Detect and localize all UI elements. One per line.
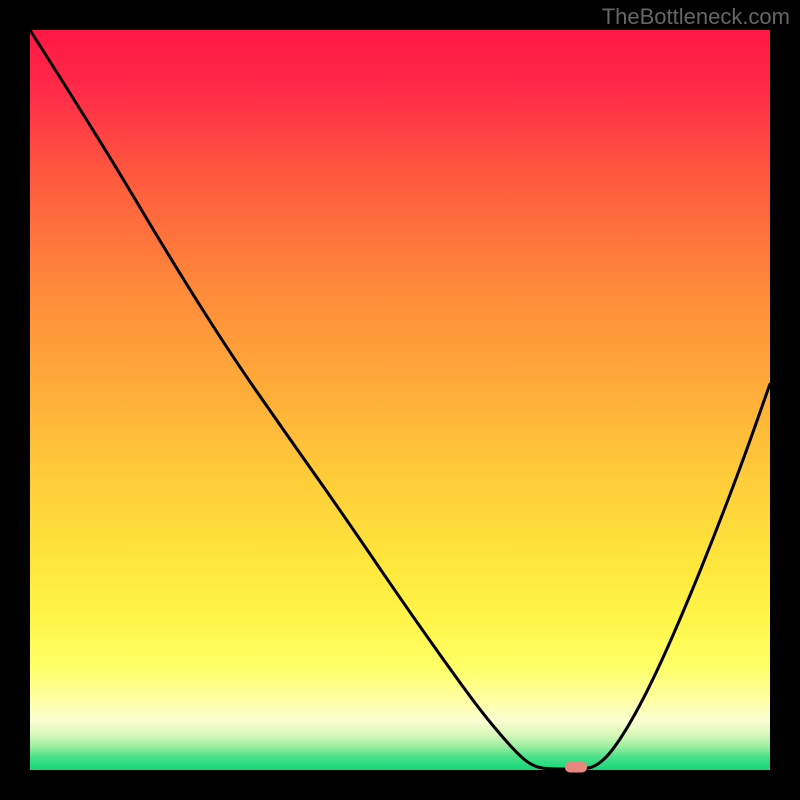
bottleneck-curve-chart <box>0 0 800 800</box>
plot-background-gradient <box>30 30 770 770</box>
watermark-text: TheBottleneck.com <box>602 4 790 30</box>
optimal-point-marker <box>565 762 587 773</box>
chart-container: TheBottleneck.com <box>0 0 800 800</box>
